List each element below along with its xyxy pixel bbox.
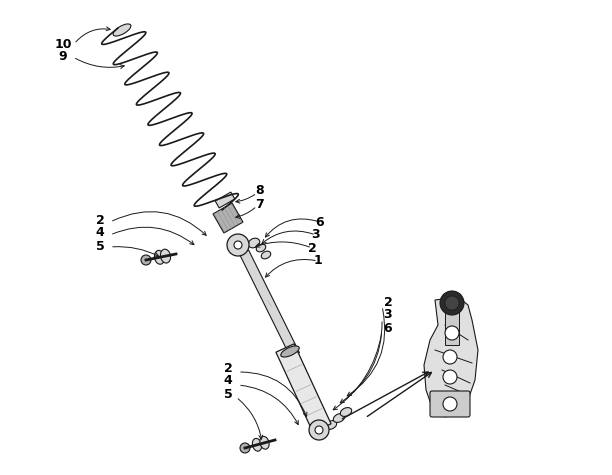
Polygon shape xyxy=(215,192,235,208)
Polygon shape xyxy=(213,203,243,233)
Text: 1: 1 xyxy=(313,255,323,267)
Ellipse shape xyxy=(334,414,345,422)
Polygon shape xyxy=(424,297,478,417)
Ellipse shape xyxy=(113,24,131,36)
Ellipse shape xyxy=(154,250,165,264)
Ellipse shape xyxy=(340,408,352,417)
Ellipse shape xyxy=(248,238,259,248)
Text: 9: 9 xyxy=(59,50,67,64)
Circle shape xyxy=(445,326,459,340)
Ellipse shape xyxy=(281,346,299,357)
Text: 2: 2 xyxy=(384,295,392,308)
Bar xyxy=(445,310,459,345)
Ellipse shape xyxy=(260,437,269,449)
Text: 2: 2 xyxy=(308,241,316,255)
Text: 2: 2 xyxy=(223,361,233,374)
Circle shape xyxy=(443,370,457,384)
Text: 6: 6 xyxy=(384,322,392,334)
Text: 5: 5 xyxy=(95,239,105,253)
Circle shape xyxy=(227,234,249,256)
FancyBboxPatch shape xyxy=(430,391,470,417)
Circle shape xyxy=(440,291,464,315)
Text: 7: 7 xyxy=(256,198,264,210)
Text: 8: 8 xyxy=(256,184,264,198)
Ellipse shape xyxy=(256,244,266,252)
Ellipse shape xyxy=(261,251,271,259)
Text: 10: 10 xyxy=(54,38,72,50)
Text: 4: 4 xyxy=(95,227,105,239)
Circle shape xyxy=(443,350,457,364)
Circle shape xyxy=(315,426,323,434)
Text: 6: 6 xyxy=(316,216,324,228)
Circle shape xyxy=(443,397,457,411)
Circle shape xyxy=(309,420,329,440)
Polygon shape xyxy=(276,344,331,432)
Text: 5: 5 xyxy=(223,388,233,400)
Text: 3: 3 xyxy=(312,228,320,241)
Text: 2: 2 xyxy=(95,213,105,227)
Circle shape xyxy=(141,255,151,265)
Text: 3: 3 xyxy=(384,308,392,322)
Circle shape xyxy=(240,443,250,453)
Text: 4: 4 xyxy=(223,374,233,388)
Ellipse shape xyxy=(252,438,262,451)
Ellipse shape xyxy=(326,420,337,429)
Circle shape xyxy=(234,241,242,249)
Circle shape xyxy=(445,296,459,310)
Ellipse shape xyxy=(160,249,171,263)
Polygon shape xyxy=(239,250,299,357)
